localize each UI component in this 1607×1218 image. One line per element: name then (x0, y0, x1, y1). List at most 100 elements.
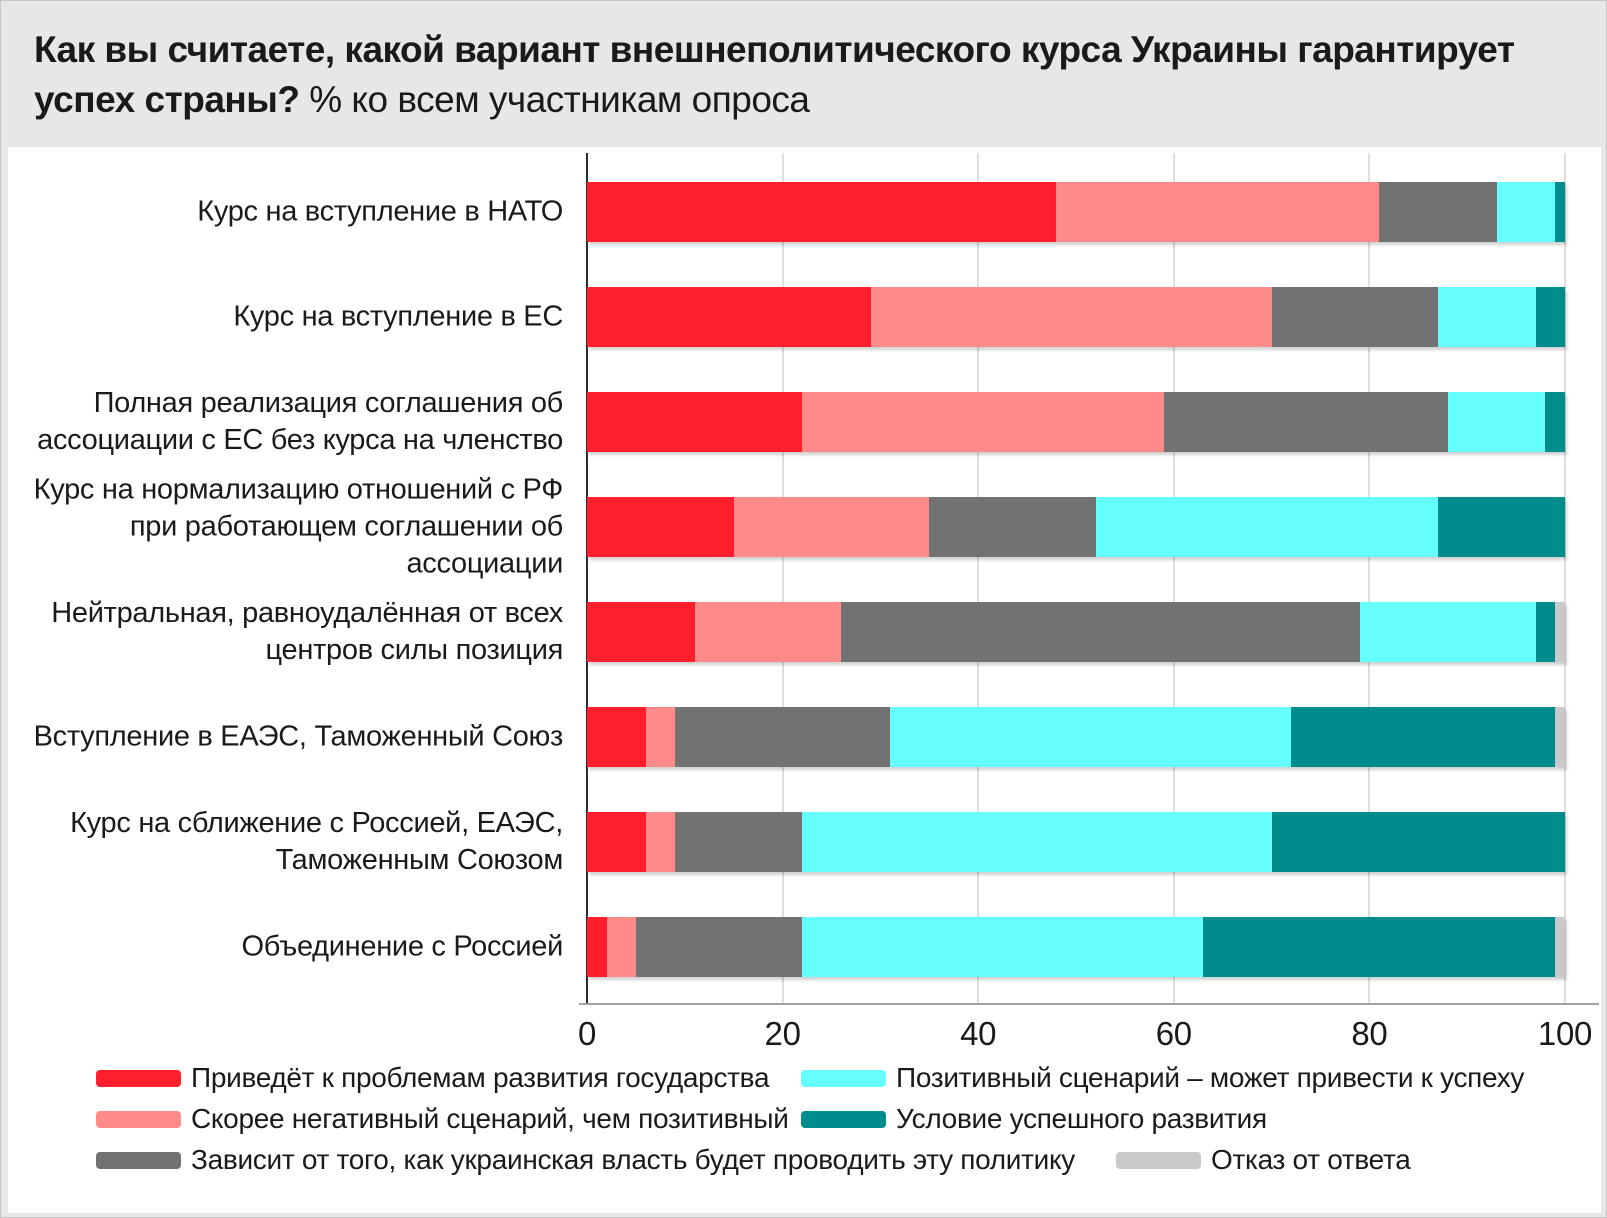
bar-segment (1271, 287, 1438, 347)
chart-title-question: Как вы считаете, какой вариант внешнепол… (34, 29, 1515, 120)
bar-segment (1496, 182, 1556, 242)
category-label-line: ассоциации (406, 547, 563, 580)
bar-row (587, 182, 1565, 242)
bar-row (587, 287, 1565, 347)
bar-segment (1291, 707, 1556, 767)
gridline-40 (977, 153, 980, 1003)
bar-segment (587, 287, 871, 347)
bar-segment (606, 917, 636, 977)
category-label-line: Курс на нормализацию отношений с РФ (33, 473, 564, 506)
legend-label: Позитивный сценарий – может привести к у… (896, 1062, 1525, 1093)
gridline-60 (1172, 153, 1175, 1003)
legend-label: Зависит от того, как украинская власть б… (191, 1144, 1075, 1175)
category-label-line: Полная реализация соглашения об (93, 387, 564, 419)
gridline-100 (1564, 153, 1566, 1003)
bar-segment (1555, 602, 1565, 662)
category-label-line: Вступление в ЕАЭС, Таможенный Союз (33, 720, 564, 753)
category-label: Объединение с Россией (19, 929, 564, 966)
bar-segment (841, 602, 1360, 662)
bar-segment (1203, 917, 1556, 977)
bar-segment (890, 707, 1292, 767)
bar-segment (802, 392, 1165, 452)
bar-segment (1095, 497, 1438, 557)
bar-segment (645, 812, 675, 872)
bar-segment (1437, 497, 1565, 557)
category-label: Курс на нормализацию отношений с РФ при р… (19, 472, 564, 583)
bar-segment (587, 182, 1057, 242)
bar-segment (870, 287, 1272, 347)
category-label-line: Нейтральная, равноудалённая от всех (51, 597, 563, 629)
legend-swatch (801, 1111, 886, 1128)
category-label-line: центров силы позиция (265, 634, 564, 666)
bar-row (587, 917, 1565, 977)
chart-title-suffix: % ко всем участникам опроса (309, 79, 810, 120)
x-axis-tick-label: 100 (1537, 1015, 1593, 1052)
gridline-20 (781, 153, 784, 1003)
x-axis-tick-label: 60 (1155, 1015, 1192, 1052)
bar-segment (1555, 707, 1565, 767)
bar-segment (1447, 392, 1546, 452)
legend-swatch (96, 1111, 181, 1128)
zero-axis-line (586, 153, 588, 1003)
chart-title: Как вы считаете, какой вариант внешнепол… (34, 25, 1579, 125)
bar-segment (1359, 602, 1536, 662)
category-label-line: Курс на вступление в ЕС (233, 300, 563, 333)
category-label: Курс на вступление в НАТО (19, 194, 563, 231)
x-axis-tick-label: 0 (577, 1015, 597, 1052)
bar-segment (929, 497, 1096, 557)
bar-segment (802, 917, 1204, 977)
gridline-80 (1368, 153, 1371, 1003)
legend-label: Отказ от ответа (1211, 1144, 1411, 1175)
category-label: Нейтральная, равноудалённая от всех центр… (19, 595, 563, 669)
bar-segment (1535, 287, 1565, 347)
category-label-line: при работающем соглашении об (129, 510, 563, 543)
category-label: Курс на вступление в ЕС (19, 299, 563, 336)
x-axis-tick-label: 20 (764, 1015, 801, 1052)
bar-segment (587, 812, 646, 872)
bar-segment (694, 602, 842, 662)
bar-segment (733, 497, 930, 557)
bar-segment (587, 707, 646, 767)
legend-swatch (801, 1070, 886, 1087)
legend-swatch (96, 1152, 181, 1169)
legend-label: Условие успешного развития (896, 1103, 1267, 1134)
category-label-line: ассоциации с ЕС без курса на членство (37, 424, 563, 456)
bar-segment (587, 917, 607, 977)
bar-segment (1555, 917, 1565, 977)
legend-label: Приведёт к проблемам развития государств… (191, 1062, 770, 1093)
category-label-line: Таможенным Союзом (275, 844, 564, 876)
category-label-line: Объединение с Россией (241, 930, 564, 963)
bar-row (587, 707, 1565, 767)
bar-segment (1164, 392, 1448, 452)
bar-segment (635, 917, 803, 977)
bar-row (587, 392, 1565, 452)
bar-segment (1271, 812, 1565, 872)
bar-segment (645, 707, 675, 767)
bar-segment (587, 392, 803, 452)
legend-swatch (1116, 1152, 1201, 1169)
bar-segment (675, 812, 803, 872)
legend-swatch (96, 1070, 181, 1087)
category-label-line: Курс на сближение с Россией, ЕАЭС, (70, 807, 563, 839)
x-axis-line (579, 1003, 1599, 1005)
bar-segment (1379, 182, 1497, 242)
bar-segment (1555, 182, 1565, 242)
bar-segment (1437, 287, 1536, 347)
bar-row (587, 497, 1565, 557)
bar-segment (1535, 602, 1556, 662)
x-axis-tick-label: 40 (960, 1015, 997, 1052)
category-label: Курс на сближение с Россией, ЕАЭС, Таможе… (19, 805, 563, 879)
bar-segment (1056, 182, 1380, 242)
bar-segment (1545, 392, 1565, 452)
legend-label: Скорее негативный сценарий, чем позитивн… (191, 1103, 789, 1134)
category-label: Вступление в ЕАЭС, Таможенный Союз (19, 719, 564, 756)
category-label: Полная реализация соглашения об ассоциаци… (19, 385, 563, 459)
bar-row (587, 812, 1565, 872)
category-label-line: Курс на вступление в НАТО (197, 195, 563, 228)
bar-segment (802, 812, 1272, 872)
bar-row (587, 602, 1565, 662)
bar-segment (587, 602, 695, 662)
bar-segment (675, 707, 891, 767)
bar-segment (587, 497, 734, 557)
